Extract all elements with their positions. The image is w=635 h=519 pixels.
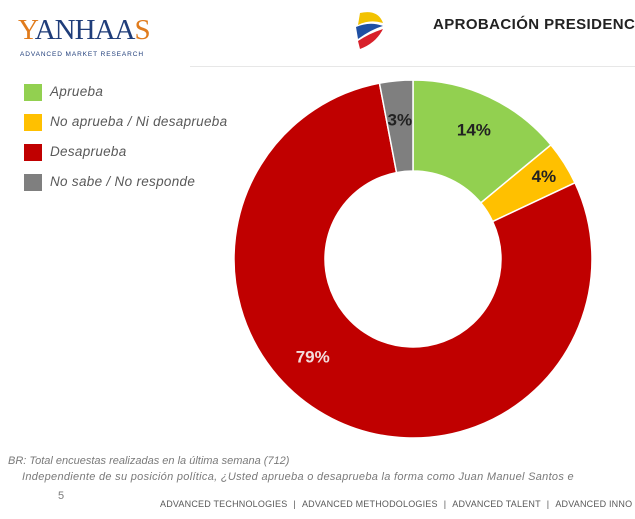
survey-question: Independiente de su posición política, ¿… [22, 471, 574, 483]
page-number: 5 [58, 490, 65, 502]
footer-link: ADVANCED INNO [555, 499, 633, 509]
logo-wordmark: YANHAAS [18, 14, 151, 46]
footer-separator: | [293, 499, 296, 509]
company-logo: YANHAAS ADVANCED MARKET RESEARCH [18, 14, 158, 64]
footer-link: ADVANCED TALENT [452, 499, 541, 509]
legend-label: Aprueba [50, 84, 104, 99]
footer-separator: | [443, 499, 447, 509]
footer-link: ADVANCED TECHNOLOGIES [160, 499, 288, 509]
slice-data-label: 3% [388, 111, 413, 130]
slide-title: APROBACIÓN PRESIDENCI [433, 16, 635, 33]
slice-data-label: 4% [532, 167, 557, 186]
legend-swatch [24, 174, 42, 191]
footer-links: ADVANCED TECHNOLOGIES | ADVANCED METHODOLO… [160, 499, 632, 509]
donut-slice-desaprueba [233, 82, 593, 439]
legend-swatch [24, 84, 42, 101]
slice-data-label: 79% [296, 348, 330, 367]
legend-swatch [24, 144, 42, 161]
legend-label: No sabe / No responde [50, 174, 196, 189]
footer-separator: | [546, 499, 550, 509]
slice-data-label: 14% [457, 121, 491, 140]
base-note: BR: Total encuestas realizadas en la últ… [8, 455, 290, 467]
slide-header: YANHAAS ADVANCED MARKET RESEARCH APROBAC… [0, 0, 635, 70]
footer-link: ADVANCED METHODOLOGIES [301, 499, 438, 509]
colombia-flag-icon [356, 12, 383, 49]
header-divider [190, 66, 635, 67]
donut-slice-aprueba [412, 79, 552, 204]
legend-swatch [24, 114, 42, 131]
legend-label: Desaprueba [50, 144, 127, 159]
donut-slice-no-sabe-no-responde [378, 79, 414, 174]
legend-label: No aprueba / Ni desaprueba [50, 114, 228, 129]
logo-tagline: ADVANCED MARKET RESEARCH [20, 51, 144, 58]
